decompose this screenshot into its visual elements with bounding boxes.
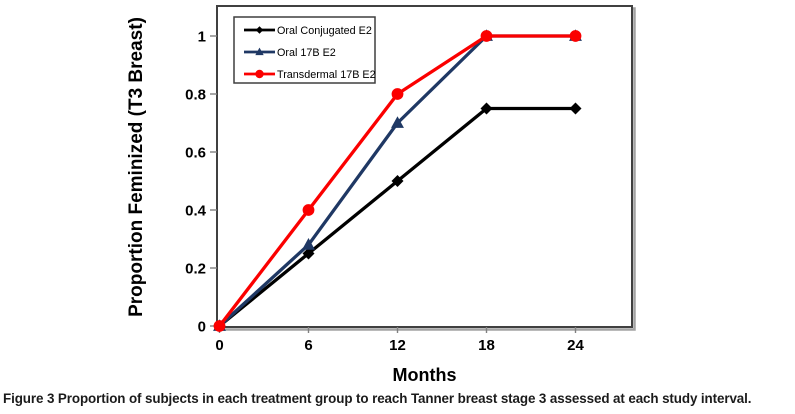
data-point-marker (391, 175, 404, 187)
data-point-marker (391, 116, 404, 128)
data-point-marker (302, 204, 315, 216)
x-tick-label: 24 (567, 337, 584, 354)
legend: Oral Conjugated E2 Oral 17B E2 Transdermal… (233, 16, 376, 84)
legend-label: Transdermal 17B E2 (277, 69, 376, 81)
y-tick-label: 0.4 (185, 203, 207, 220)
x-tick-label: 18 (478, 337, 495, 354)
series-transdermal-17b-e2 (213, 30, 582, 332)
legend-marker (255, 47, 264, 56)
x-axis-title: Months (393, 365, 457, 385)
feminization-line-chart: 0 0.2 0.4 0.6 0.8 1 0 6 12 18 24 Oral Conjugated E2… (126, 5, 636, 385)
data-point-marker (391, 88, 404, 100)
y-tick-label: 0.6 (185, 145, 206, 162)
legend-item-transdermal-17b-e2: Transdermal 17B E2 (244, 69, 376, 81)
x-tick-label: 6 (304, 337, 312, 354)
y-axis-title: Proportion Feminized (T3 Breast) (126, 17, 147, 317)
y-tick-label: 0 (198, 319, 206, 336)
legend-item-oral-17b-e2: Oral 17B E2 (244, 47, 336, 59)
figure-caption-label: Figure 3 (3, 391, 55, 406)
data-point-marker (569, 30, 582, 42)
data-point-marker (480, 102, 493, 115)
y-tick-label: 0.2 (185, 261, 206, 278)
figure-caption-text: Proportion of subjects in each treatment… (57, 391, 752, 406)
data-point-marker (302, 238, 315, 250)
data-point-marker (213, 320, 226, 332)
legend-label: Oral 17B E2 (277, 47, 336, 59)
y-tick-label: 0.8 (185, 87, 206, 104)
data-point-marker (569, 102, 582, 115)
legend-marker (255, 26, 264, 34)
x-tick-label: 12 (389, 337, 406, 354)
y-tick-label: 1 (198, 29, 206, 46)
legend-item-oral-conjugated-e2: Oral Conjugated E2 (244, 25, 372, 37)
legend-label: Oral Conjugated E2 (277, 25, 372, 37)
x-axis: 0 6 12 18 24 (215, 327, 584, 354)
x-tick-label: 0 (215, 337, 223, 354)
y-axis: 0 0.2 0.4 0.6 0.8 1 (185, 29, 217, 336)
data-point-marker (302, 247, 315, 260)
data-point-marker (480, 30, 493, 42)
figure-caption: Figure 3 Proportion of subjects in each … (3, 390, 793, 408)
legend-marker (255, 69, 264, 79)
